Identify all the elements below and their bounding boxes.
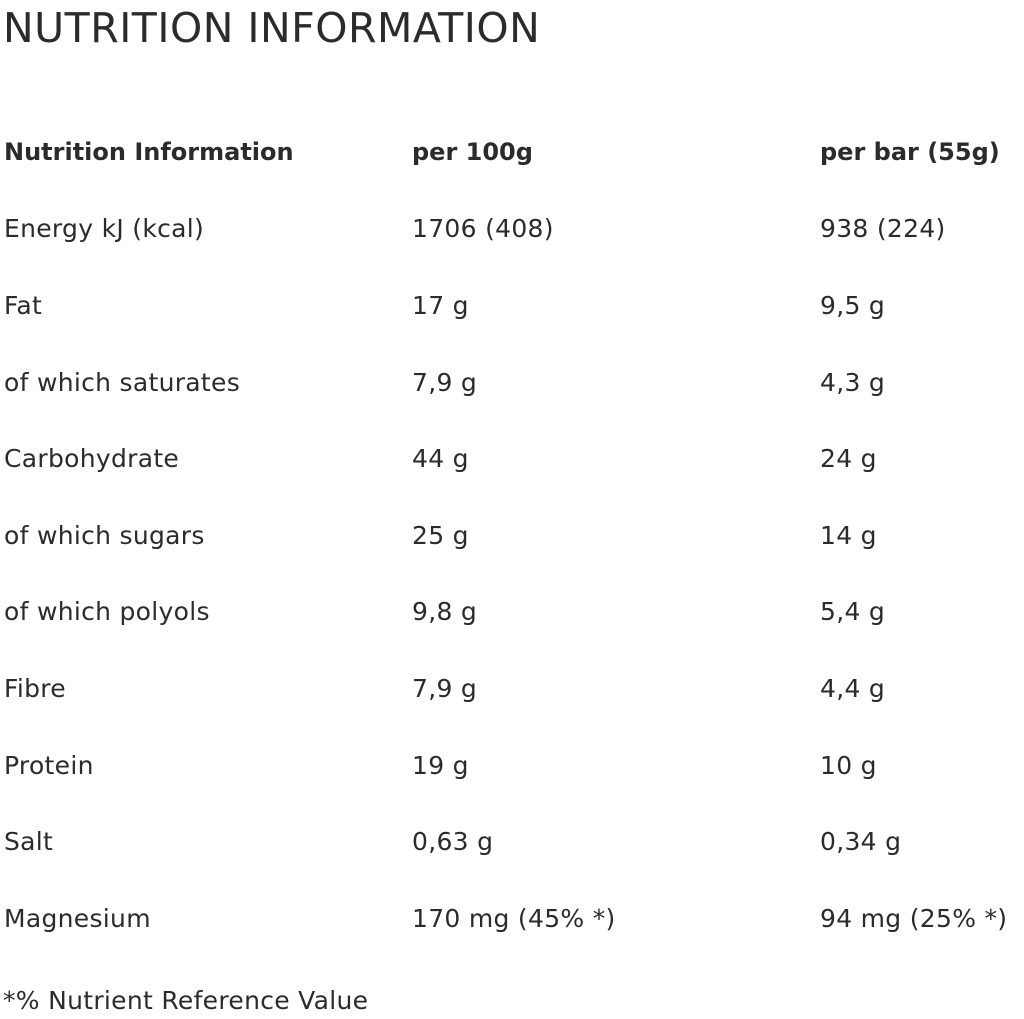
nutrient-name: Salt	[4, 827, 54, 857]
value-per-100g: 1706 (408)	[412, 214, 554, 244]
table-row: Magnesium 170 mg (45% *) 94 mg (25% *)	[0, 880, 1024, 957]
header-nutrient: Nutrition Information	[4, 138, 294, 167]
value-per-100g: 25 g	[412, 520, 469, 550]
table-body: Energy kJ (kcal) 1706 (408) 938 (224) Fa…	[0, 191, 1024, 957]
nutrient-name: Magnesium	[4, 903, 151, 933]
table-header: Nutrition Information per 100g per bar (…	[0, 114, 1024, 191]
value-per-100g: 44 g	[412, 444, 469, 474]
value-per-bar: 10 g	[820, 750, 877, 780]
value-per-bar: 4,4 g	[820, 673, 886, 703]
table-row: Protein 19 g 10 g	[0, 727, 1024, 804]
value-per-100g: 17 g	[412, 290, 469, 320]
value-per-100g: 7,9 g	[412, 673, 478, 703]
header-per-100g: per 100g	[412, 138, 533, 167]
value-per-bar: 0,34 g	[820, 827, 902, 857]
nutrient-name: Protein	[4, 750, 94, 780]
page-title: NUTRITION INFORMATION	[3, 4, 541, 52]
table-row: of which sugars 25 g 14 g	[0, 497, 1024, 574]
value-per-100g: 9,8 g	[412, 597, 478, 627]
value-per-bar: 9,5 g	[820, 290, 886, 320]
nutrient-name: of which saturates	[4, 367, 241, 397]
value-per-bar: 5,4 g	[820, 597, 886, 627]
value-per-100g: 7,9 g	[412, 367, 478, 397]
nutrient-name: Fibre	[4, 673, 66, 703]
footnote: *% Nutrient Reference Value	[3, 986, 369, 1015]
table-row: of which polyols 9,8 g 5,4 g	[0, 574, 1024, 651]
table-row: Salt 0,63 g 0,34 g	[0, 803, 1024, 880]
table-row: Energy kJ (kcal) 1706 (408) 938 (224)	[0, 191, 1024, 268]
value-per-100g: 19 g	[412, 750, 469, 780]
value-per-bar: 4,3 g	[820, 367, 886, 397]
value-per-100g: 170 mg (45% *)	[412, 903, 616, 933]
table-row: Fibre 7,9 g 4,4 g	[0, 650, 1024, 727]
table-row: Carbohydrate 44 g 24 g	[0, 420, 1024, 497]
nutrient-name: Carbohydrate	[4, 444, 180, 474]
value-per-bar: 24 g	[820, 444, 877, 474]
value-per-bar: 938 (224)	[820, 214, 946, 244]
value-per-bar: 14 g	[820, 520, 877, 550]
nutrient-name: Energy kJ (kcal)	[4, 214, 205, 244]
nutrient-name: of which polyols	[4, 597, 210, 627]
value-per-bar: 94 mg (25% *)	[820, 903, 1008, 933]
table-row: Fat 17 g 9,5 g	[0, 267, 1024, 344]
table-row: of which saturates 7,9 g 4,3 g	[0, 344, 1024, 421]
nutrient-name: Fat	[4, 290, 43, 320]
header-row: Nutrition Information per 100g per bar (…	[0, 114, 1024, 191]
value-per-100g: 0,63 g	[412, 827, 494, 857]
nutrient-name: of which sugars	[4, 520, 205, 550]
nutrition-table: Nutrition Information per 100g per bar (…	[0, 114, 1024, 957]
header-per-bar: per bar (55g)	[820, 138, 1000, 167]
